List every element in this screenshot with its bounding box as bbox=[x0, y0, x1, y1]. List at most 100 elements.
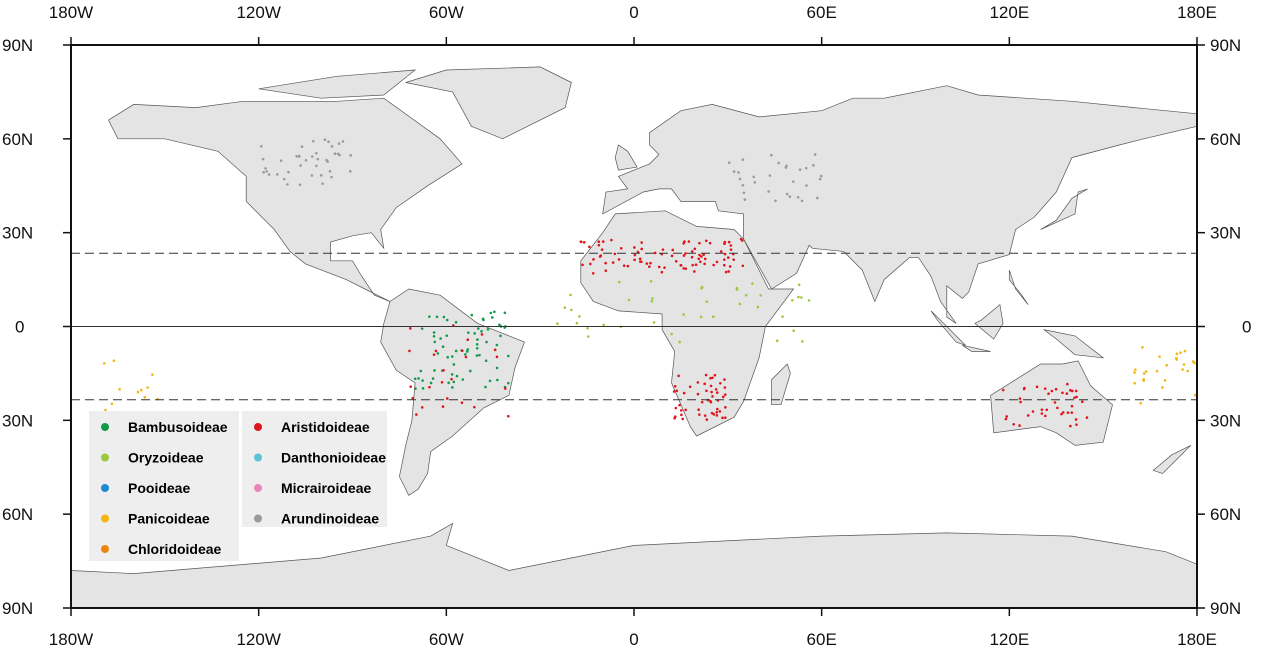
point-aristidoideae bbox=[741, 264, 745, 268]
legend-label: Danthonioideae bbox=[281, 450, 386, 466]
land-africa bbox=[580, 210, 794, 436]
point-oryzoideae bbox=[756, 305, 760, 309]
point-bambusoideae bbox=[445, 318, 449, 322]
point-aristidoideae bbox=[700, 255, 703, 258]
point-panicoideae bbox=[1174, 356, 1178, 360]
legend-label: Micrairoideae bbox=[281, 480, 371, 496]
point-bambusoideae bbox=[435, 315, 439, 319]
point-oryzoideae bbox=[807, 299, 811, 302]
coastline-arctic-islands bbox=[258, 69, 417, 99]
point-bambusoideae bbox=[461, 378, 465, 381]
point-oryzoideae bbox=[652, 321, 656, 324]
point-bambusoideae bbox=[484, 359, 488, 363]
coastline-madagascar bbox=[771, 363, 791, 406]
point-aristidoideae bbox=[591, 271, 595, 275]
point-arundinoideae bbox=[328, 170, 332, 173]
point-aristidoideae bbox=[722, 263, 726, 267]
point-aristidoideae bbox=[724, 270, 728, 274]
point-panicoideae bbox=[1186, 369, 1190, 373]
point-panicoideae bbox=[146, 386, 149, 389]
point-panicoideae bbox=[1142, 378, 1146, 381]
point-aristidoideae bbox=[721, 416, 724, 420]
point-aristidoideae bbox=[617, 258, 621, 261]
point-arundinoideae bbox=[310, 155, 314, 158]
point-aristidoideae bbox=[1069, 424, 1072, 428]
point-aristidoideae bbox=[1074, 418, 1078, 421]
point-arundinoideae bbox=[732, 170, 736, 173]
point-aristidoideae bbox=[671, 248, 675, 252]
point-bambusoideae bbox=[433, 340, 437, 344]
point-aristidoideae bbox=[409, 385, 413, 388]
point-aristidoideae bbox=[709, 400, 713, 404]
point-aristidoideae bbox=[710, 411, 714, 415]
point-aristidoideae bbox=[1054, 387, 1058, 391]
point-arundinoideae bbox=[319, 174, 323, 177]
point-oryzoideae bbox=[556, 322, 559, 325]
point-aristidoideae bbox=[709, 384, 713, 388]
point-aristidoideae bbox=[408, 349, 411, 353]
point-aristidoideae bbox=[723, 386, 727, 389]
point-aristidoideae bbox=[715, 407, 719, 411]
point-oryzoideae bbox=[627, 298, 631, 302]
point-aristidoideae bbox=[640, 241, 643, 244]
point-arundinoideae bbox=[330, 175, 333, 179]
point-bambusoideae bbox=[417, 377, 420, 380]
point-aristidoideae bbox=[460, 401, 464, 404]
point-aristidoideae bbox=[703, 382, 706, 386]
point-bambusoideae bbox=[466, 348, 470, 351]
point-arundinoideae bbox=[727, 161, 731, 164]
point-aristidoideae bbox=[660, 270, 664, 274]
point-arundinoideae bbox=[295, 154, 298, 158]
point-aristidoideae bbox=[1075, 423, 1078, 426]
point-oryzoideae bbox=[797, 295, 800, 299]
lon-label-top: 180E bbox=[1177, 3, 1217, 22]
point-aristidoideae bbox=[728, 265, 732, 268]
point-aristidoideae bbox=[434, 349, 438, 353]
point-aristidoideae bbox=[684, 408, 687, 412]
point-aristidoideae bbox=[682, 391, 686, 395]
point-oryzoideae bbox=[602, 323, 606, 327]
point-panicoideae bbox=[1165, 364, 1169, 367]
point-aristidoideae bbox=[473, 405, 476, 409]
lat-label-right: 0 bbox=[1242, 318, 1251, 337]
point-aristidoideae bbox=[679, 409, 683, 412]
legend-swatch bbox=[101, 514, 109, 523]
point-aristidoideae bbox=[466, 338, 470, 342]
point-aristidoideae bbox=[445, 397, 449, 400]
point-aristidoideae bbox=[699, 260, 702, 264]
point-aristidoideae bbox=[1001, 388, 1005, 392]
point-oryzoideae bbox=[586, 335, 590, 338]
point-aristidoideae bbox=[696, 392, 700, 396]
lon-label-top: 120W bbox=[236, 3, 280, 22]
legend-bg-col1 bbox=[89, 411, 239, 561]
legend-swatch bbox=[254, 484, 262, 492]
point-bambusoideae bbox=[475, 354, 479, 357]
point-arundinoideae bbox=[770, 153, 773, 157]
point-aristidoideae bbox=[719, 381, 722, 385]
point-aristidoideae bbox=[464, 355, 468, 359]
point-aristidoideae bbox=[1085, 416, 1089, 419]
point-bambusoideae bbox=[485, 340, 488, 344]
point-panicoideae bbox=[1134, 368, 1137, 371]
point-aristidoideae bbox=[697, 408, 700, 411]
point-aristidoideae bbox=[726, 256, 730, 259]
point-bambusoideae bbox=[431, 377, 435, 380]
point-aristidoideae bbox=[693, 270, 696, 273]
point-arundinoideae bbox=[777, 161, 780, 165]
point-aristidoideae bbox=[661, 248, 665, 251]
lat-label-left: 90N bbox=[2, 599, 33, 618]
point-oryzoideae bbox=[711, 315, 715, 318]
point-aristidoideae bbox=[705, 389, 708, 393]
land-new-guinea bbox=[1043, 329, 1104, 358]
point-aristidoideae bbox=[633, 258, 636, 262]
legend-swatch bbox=[254, 514, 262, 523]
point-aristidoideae bbox=[727, 240, 731, 244]
point-bambusoideae bbox=[432, 334, 436, 338]
land-masses bbox=[71, 66, 1197, 608]
point-aristidoideae bbox=[704, 239, 708, 243]
coastline-new-zealand bbox=[1152, 445, 1191, 474]
land-japan bbox=[1040, 188, 1088, 230]
point-bambusoideae bbox=[469, 369, 472, 373]
point-aristidoideae bbox=[663, 266, 666, 269]
